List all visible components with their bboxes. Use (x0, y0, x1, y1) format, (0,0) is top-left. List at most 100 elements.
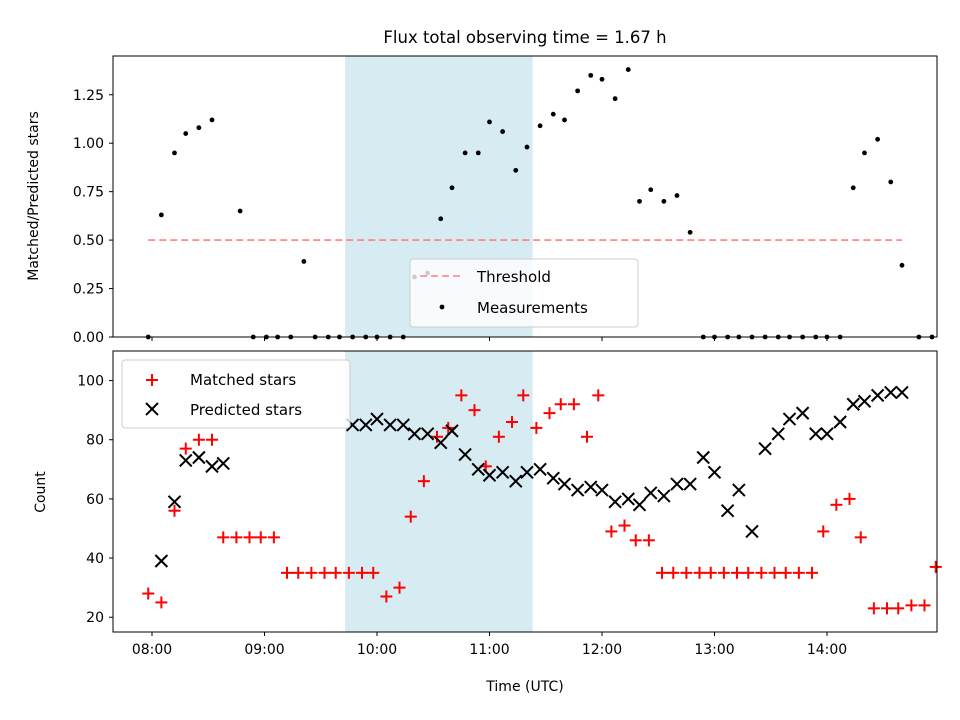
measurement-point (196, 125, 202, 131)
measurement-point (588, 72, 594, 78)
ratio-panel: 0.00 0.25 0.50 0.75 1.00 1.25 Matched/Predict… (26, 55, 938, 346)
matched-star-marker (517, 389, 530, 402)
matched-star-marker (543, 407, 556, 420)
y-tick-label: 0.75 (73, 185, 104, 201)
matched-star-marker (318, 566, 331, 579)
predicted-star-marker (584, 480, 598, 494)
matched-star-marker (693, 566, 706, 579)
matched-star-marker (929, 560, 942, 573)
matched-star-marker (492, 430, 505, 443)
legend-matched-label: Matched stars (190, 371, 296, 389)
legend-matched-swatch (146, 374, 158, 386)
y-tick-label: 0.00 (73, 330, 104, 346)
predicted-star-marker (420, 427, 435, 441)
legend-measurements-swatch (439, 304, 445, 310)
count-legend: Matched stars Predicted stars (121, 359, 351, 429)
matched-star-marker (905, 599, 918, 612)
y-tick-label: 1.00 (73, 136, 104, 152)
predicted-star-marker (683, 477, 697, 491)
matched-star-marker (806, 566, 818, 579)
matched-star-marker (281, 566, 293, 579)
x-axis-label: Time (UTC) (485, 679, 563, 695)
matched-star-marker (656, 566, 668, 579)
predicted-star-marker (482, 468, 497, 482)
matched-star-marker (881, 602, 893, 615)
predicted-star-marker (670, 477, 684, 491)
measurement-point (500, 129, 506, 134)
predicted-star-marker (632, 498, 647, 512)
ratio-axes-frame (112, 55, 938, 338)
predicted-star-marker (809, 427, 823, 441)
measurement-point (888, 179, 894, 185)
matched-star-marker (230, 531, 243, 544)
predicted-star-marker (434, 435, 448, 450)
y-tick-label: 80 (86, 433, 104, 449)
matched-star-marker (142, 587, 155, 600)
measurement-point (183, 131, 189, 136)
matched-star-marker (179, 442, 192, 455)
measurement-point (661, 198, 667, 204)
x-tick-label: 10:00 (357, 642, 397, 658)
matched-star-marker (830, 498, 843, 511)
predicted-star-marker (546, 471, 560, 485)
y-tick-label: 0.25 (73, 282, 104, 298)
matched-star-marker (530, 421, 543, 434)
measurement-point (562, 117, 567, 123)
x-tick-label: 08:00 (132, 642, 172, 658)
matched-star-marker (642, 534, 655, 547)
predicted-star-marker (820, 427, 834, 441)
predicted-star-marker (154, 554, 169, 568)
predicted-star-marker (445, 424, 459, 438)
measurement-point (172, 150, 177, 156)
matched-star-marker (843, 492, 856, 505)
predicted-star-marker (192, 450, 206, 465)
measurement-point (599, 76, 605, 82)
legend-predicted-label: Predicted stars (190, 401, 302, 419)
matched-star-marker (779, 566, 792, 579)
matched-star-marker (704, 566, 717, 579)
predicted-star-marker (533, 462, 547, 477)
matched-star-marker (867, 602, 880, 615)
measurement-point (862, 150, 867, 156)
matched-star-marker (755, 566, 768, 579)
legend-measurements-label: Measurements (477, 299, 588, 317)
predicted-star-marker (895, 385, 909, 400)
matched-star-marker (680, 566, 693, 579)
predicted-star-marker (720, 504, 735, 518)
legend-predicted-swatch (145, 402, 159, 416)
matched-star-marker (217, 531, 230, 544)
matched-star-marker (731, 566, 743, 579)
matched-star-marker (618, 519, 631, 532)
measurement-point (487, 119, 492, 125)
measurement-point (625, 67, 631, 72)
chart-title: Flux total observing time = 1.67 h (383, 28, 666, 47)
matched-star-marker (455, 389, 468, 402)
measurement-point (301, 259, 307, 264)
matched-star-marker (342, 566, 355, 579)
predicted-star-marker (509, 474, 523, 488)
matched-star-marker (254, 531, 267, 544)
matched-star-marker (431, 430, 443, 443)
predicted-star-marker (621, 492, 635, 506)
predicted-star-marker (520, 465, 534, 479)
measurement-point (875, 136, 881, 142)
x-tick-label: 13:00 (694, 642, 734, 658)
predicted-star-marker (732, 483, 746, 497)
predicted-star-marker (179, 453, 193, 468)
measurement-point (537, 123, 543, 129)
legend-threshold-label: Threshold (476, 268, 551, 286)
ratio-y-ticks: 0.00 0.25 0.50 0.75 1.00 1.25 (73, 88, 113, 346)
matched-star-marker (918, 599, 931, 612)
measurement-point (524, 144, 530, 150)
ratio-y-axis-label: Matched/Predicted stars (26, 111, 42, 281)
matched-star-marker (380, 590, 393, 603)
predicted-star-marker (644, 486, 658, 500)
measurement-point (158, 212, 164, 218)
predicted-star-marker (857, 394, 872, 408)
predicted-star-marker (745, 524, 759, 539)
predicted-star-marker (608, 495, 622, 509)
measurement-point (438, 216, 444, 222)
predicted-star-marker (707, 465, 722, 479)
matched-star-points (142, 389, 942, 615)
